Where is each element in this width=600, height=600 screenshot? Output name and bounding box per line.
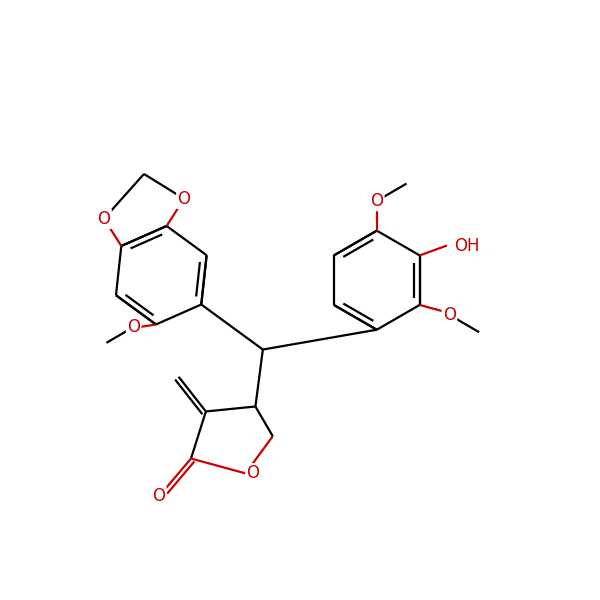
Text: O: O	[247, 464, 259, 482]
Text: O: O	[127, 318, 140, 336]
Text: O: O	[370, 192, 383, 210]
Text: O: O	[97, 210, 110, 228]
Text: OH: OH	[454, 236, 480, 254]
Text: O: O	[178, 190, 190, 208]
Text: O: O	[443, 306, 456, 324]
Text: O: O	[152, 487, 166, 505]
